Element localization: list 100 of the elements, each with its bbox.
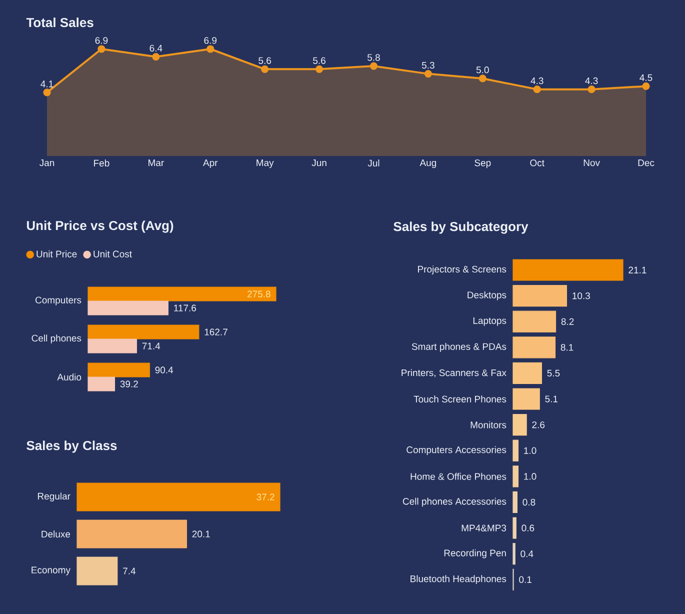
y-tick-label: Cell phones [32, 334, 82, 344]
x-tick-label: Sep [474, 160, 491, 168]
bar [512, 310, 556, 332]
x-tick-label: Mar [148, 160, 164, 166]
data-label: 21.1 [628, 266, 646, 274]
point [478, 74, 486, 82]
bar [512, 543, 516, 565]
data-label: 0.1 [519, 576, 532, 583]
data-label: 4.3 [530, 77, 544, 84]
data-label: 1.0 [524, 447, 536, 454]
x-tick-label: Jul [368, 160, 380, 166]
data-label: 275.8 [248, 290, 270, 298]
point [206, 45, 214, 53]
y-tick-label: Desktops [468, 291, 506, 300]
y-tick-label: Laptops [473, 317, 506, 326]
bar [88, 300, 168, 316]
data-label: 39.2 [120, 380, 138, 388]
y-tick-label: Audio [57, 374, 82, 380]
point [642, 82, 650, 90]
y-tick-label: MP4&MP3 [462, 524, 506, 532]
bar [88, 338, 137, 354]
legend-label: Unit Price [36, 250, 77, 258]
bar [512, 285, 568, 307]
y-tick-label: Bluetooth Headphones [410, 575, 506, 584]
data-label: 5.6 [258, 57, 271, 64]
data-label: 37.2 [256, 494, 274, 500]
data-label: 5.3 [422, 62, 434, 69]
x-tick-label: Feb [94, 160, 110, 166]
data-label: 20.1 [192, 530, 210, 538]
data-label: 0.8 [522, 498, 536, 506]
point [424, 70, 432, 78]
y-tick-label: Printers, Scanners & Fax [402, 369, 506, 378]
chart-title: Unit Price vs Cost (Avg) [26, 220, 174, 233]
data-label: 6.4 [150, 44, 162, 52]
bar [512, 414, 527, 436]
x-tick-label: Jan [40, 160, 54, 166]
point [370, 62, 378, 70]
y-tick-label: Smart phones & PDAs [412, 342, 506, 352]
data-label: 71.4 [142, 342, 160, 350]
y-tick-label: Deluxe [42, 530, 70, 538]
bar [512, 517, 516, 539]
y-tick-label: Home & Office Phones [410, 472, 506, 480]
data-label: 117.6 [174, 304, 196, 312]
y-tick-label: Economy [32, 566, 70, 576]
x-tick-label: Aug [420, 160, 436, 168]
data-label: 6.9 [204, 37, 217, 44]
data-label: 5.6 [313, 57, 326, 64]
y-tick-label: Recording Pen [444, 549, 506, 558]
bar [88, 362, 150, 378]
point [315, 65, 324, 73]
data-label: 162.7 [204, 328, 228, 336]
bar [512, 388, 540, 410]
point [261, 65, 269, 73]
x-tick-label: Nov [584, 160, 600, 166]
point [588, 86, 596, 94]
y-tick-label: Monitors [470, 421, 506, 428]
data-label: 10.3 [572, 292, 590, 300]
data-label: 7.4 [123, 568, 136, 574]
bar [512, 440, 519, 462]
bar [512, 491, 518, 514]
x-tick-label: Dec [638, 160, 654, 166]
x-tick-label: Jun [312, 160, 326, 166]
data-label: 6.9 [95, 37, 108, 44]
y-tick-label: Cell phones Accessories [402, 498, 506, 507]
data-label: 8.2 [561, 318, 574, 325]
data-label: 5.5 [547, 370, 560, 377]
bar [512, 362, 542, 384]
bar [88, 376, 116, 392]
chart-title: Sales by Class [26, 440, 117, 453]
bar [512, 466, 519, 488]
chart-title: Sales by Subcategory [394, 222, 528, 234]
data-label: 0.4 [520, 550, 534, 558]
data-label: 0.6 [522, 524, 534, 532]
y-tick-label: Computers Accessories [406, 446, 506, 456]
bar [512, 259, 624, 281]
bar [88, 324, 200, 340]
x-tick-label: Apr [202, 160, 218, 168]
bar [88, 286, 276, 302]
data-label: 2.6 [532, 421, 545, 428]
point [152, 52, 160, 61]
point [43, 88, 51, 96]
data-label: 5.1 [545, 396, 558, 402]
y-tick-label: Regular [38, 492, 70, 502]
point [533, 86, 541, 94]
legend-label: Unit Cost [94, 250, 132, 258]
data-label: 8.1 [560, 344, 574, 351]
y-tick-label: Projectors & Screens [418, 266, 506, 274]
data-label: 90.4 [155, 366, 174, 374]
y-tick-label: Touch Screen Phones [414, 396, 506, 402]
data-label: 4.1 [40, 80, 54, 88]
data-label: 5.8 [368, 54, 380, 61]
data-label: 4.3 [585, 77, 598, 84]
x-tick-label: Oct [530, 160, 544, 166]
bar [512, 336, 556, 358]
y-tick-label: Computers [36, 296, 82, 306]
data-label: 5.0 [476, 66, 489, 74]
x-tick-label: May [256, 160, 274, 168]
data-label: 4.5 [640, 74, 652, 82]
point [98, 45, 106, 53]
data-label: 1.0 [524, 473, 536, 480]
